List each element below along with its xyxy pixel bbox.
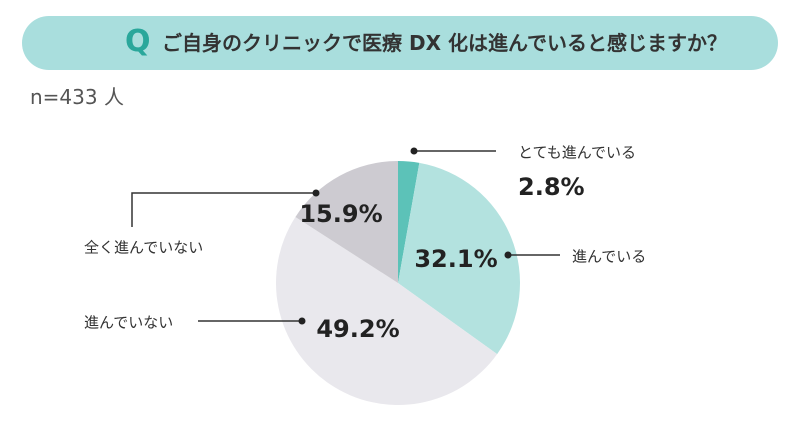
callout-dot [410,147,418,155]
slice-value-label: 2.8% [518,173,585,201]
sample-size: n=433 人 [30,85,124,109]
slice-label: 進んでいる [572,248,646,266]
callout-dot [504,251,512,259]
slice-value-label: 15.9% [299,200,382,228]
slice-value-label: 32.1% [414,245,497,273]
pie-slice [295,161,398,283]
pie-slice [398,162,520,355]
question-banner: Q ご自身のクリニックで医療 DX 化は進んでいると感じますか？ [22,16,778,70]
callout-dot [312,189,320,197]
q-mark: Q [125,24,151,59]
pie-slice [398,161,420,283]
slice-label: 進んでいない [84,314,173,332]
slice-label: とても進んでいる [518,144,636,162]
callout-line [131,192,316,227]
callout-dot [298,317,306,325]
question-text: ご自身のクリニックで医療 DX 化は進んでいると感じますか？ [162,31,727,55]
slice-label: 全く進んでいない [84,239,203,257]
pie-slice [276,216,498,405]
slice-value-label: 49.2% [316,315,399,343]
